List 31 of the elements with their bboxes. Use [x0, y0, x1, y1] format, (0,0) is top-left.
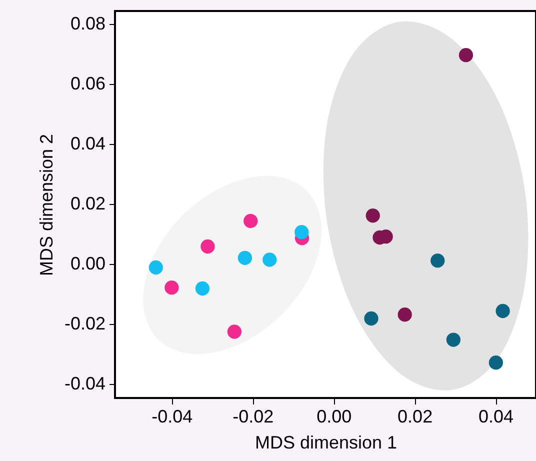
- x-tick-label: -0.02: [232, 406, 274, 426]
- x-tick-label: 0.02: [398, 406, 433, 426]
- y-tick-label: 0.06: [70, 73, 106, 94]
- x-tick-label: 0.04: [478, 406, 514, 426]
- y-tick-label: 0.02: [70, 193, 106, 214]
- x-tick-label: -0.04: [152, 406, 193, 426]
- point: [164, 280, 179, 295]
- point: [227, 324, 242, 339]
- x-tick-label: 0.00: [316, 406, 352, 426]
- x-axis-title: MDS dimension 1: [254, 432, 398, 452]
- y-tick-label: -0.02: [64, 313, 106, 334]
- y-axis-title: MDS dimension 2: [36, 134, 56, 276]
- point: [244, 214, 258, 228]
- point: [364, 311, 378, 326]
- point: [446, 332, 460, 347]
- point: [496, 304, 510, 318]
- y-tick-label: 0.04: [70, 133, 106, 154]
- point: [366, 208, 380, 223]
- y-tick-label: -0.04: [64, 373, 106, 394]
- y-tick-label: 0.00: [70, 253, 106, 274]
- point: [458, 48, 474, 62]
- point: [195, 281, 210, 296]
- point: [398, 308, 412, 322]
- point: [430, 254, 445, 268]
- point: [148, 260, 163, 275]
- point: [238, 250, 252, 265]
- point: [200, 239, 215, 254]
- point: [488, 356, 503, 370]
- y-tick-label: 0.08: [70, 13, 106, 34]
- point: [294, 225, 309, 240]
- point: [262, 252, 277, 267]
